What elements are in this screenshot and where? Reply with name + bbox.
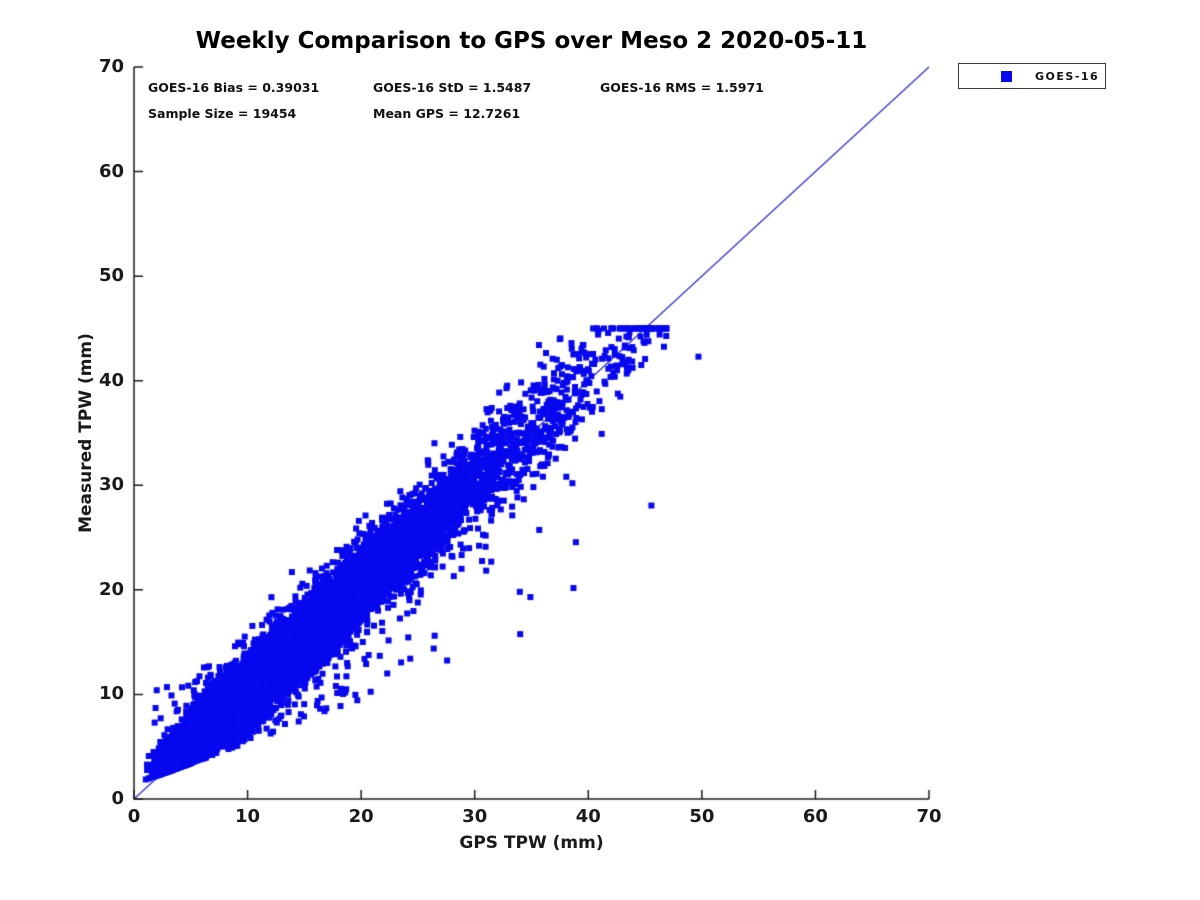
chart-title: Weekly Comparison to GPS over Meso 2 202… (195, 28, 868, 54)
stat-annotation: Sample Size = 19454 (148, 106, 297, 121)
x-tick-label: 0 (127, 806, 141, 827)
stat-annotation: Mean GPS = 12.7261 (373, 106, 521, 121)
legend-marker-square-icon (1001, 71, 1012, 82)
stat-annotation: GOES-16 RMS = 1.5971 (600, 80, 764, 95)
x-tick-label: 20 (348, 806, 374, 827)
legend-label: GOES-16 (1035, 70, 1100, 83)
legend: GOES-16 (958, 63, 1106, 89)
x-tick-label: 10 (235, 806, 261, 827)
x-axis-label: GPS TPW (mm) (459, 833, 604, 853)
x-tick-label: 50 (689, 806, 715, 827)
y-tick-label: 10 (98, 683, 124, 705)
y-tick-label: 70 (98, 56, 124, 77)
x-tick-label: 40 (575, 806, 601, 827)
x-tick-label: 60 (802, 806, 828, 827)
y-tick-label: 0 (111, 788, 124, 809)
stat-annotation: GOES-16 StD = 1.5487 (373, 80, 532, 95)
x-tick-label: 70 (916, 806, 942, 827)
y-tick-label: 60 (98, 160, 124, 182)
y-tick-label: 50 (98, 265, 124, 287)
y-axis-label: Measured TPW (mm) (76, 333, 96, 533)
y-tick-label: 40 (98, 369, 124, 391)
y-tick-label: 20 (98, 578, 124, 600)
x-tick-label: 30 (462, 806, 488, 827)
stat-annotation: GOES-16 Bias = 0.39031 (148, 80, 320, 95)
y-tick-label: 30 (98, 474, 124, 496)
